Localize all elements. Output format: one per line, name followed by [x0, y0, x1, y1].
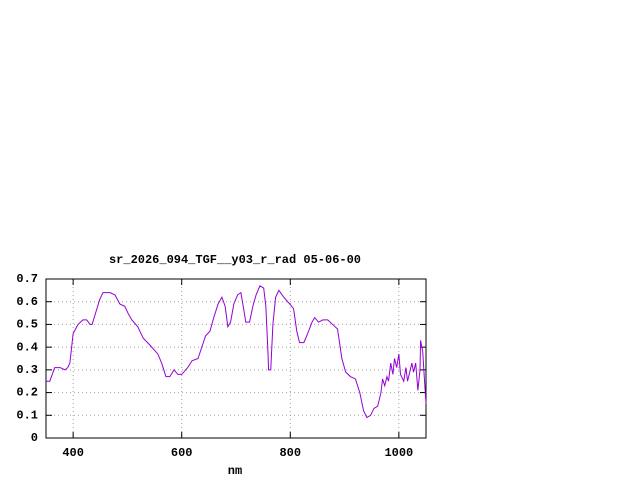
chart-title: sr_2026_094_TGF__y03_r_rad 05-06-00: [109, 253, 361, 267]
x-tick-label: 1000: [384, 446, 413, 460]
y-tick-label: 0.5: [16, 318, 38, 332]
y-tick-label: 0.4: [16, 340, 38, 354]
y-tick-label: 0.6: [16, 295, 38, 309]
data-line: [46, 285, 427, 419]
y-tick-label: 0.7: [16, 272, 38, 286]
y-tick-label: 0.3: [16, 363, 38, 377]
y-tick-label: 0.1: [16, 408, 38, 422]
y-tick-label: 0.2: [16, 386, 38, 400]
x-tick-label: 600: [171, 446, 193, 460]
x-tick-label: 400: [62, 446, 84, 460]
plot-frame: [45, 278, 427, 439]
x-axis-label: nm: [228, 464, 242, 478]
y-tick-label: 0: [31, 431, 38, 445]
x-tick-label: 800: [279, 446, 301, 460]
